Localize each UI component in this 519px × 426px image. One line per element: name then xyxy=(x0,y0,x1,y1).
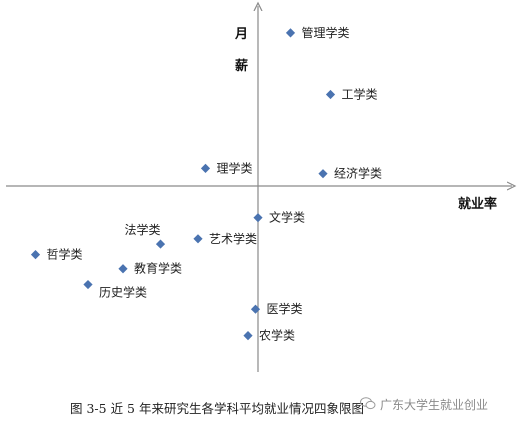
data-label: 理学类 xyxy=(217,160,253,175)
data-label: 工学类 xyxy=(342,86,378,101)
data-label: 哲学类 xyxy=(47,247,83,262)
data-point xyxy=(200,163,211,173)
data-point xyxy=(30,250,41,260)
data-point xyxy=(193,234,203,244)
figure-caption: 图 3-5 近 5 年来研究生各学科平均就业情况四象限图 xyxy=(70,401,364,416)
data-point xyxy=(318,169,328,179)
data-label: 文学类 xyxy=(269,210,305,225)
data-point xyxy=(83,279,93,290)
data-point xyxy=(250,304,261,314)
y-axis-title-char-1: 月 xyxy=(234,27,248,42)
data-point xyxy=(325,89,336,100)
data-point xyxy=(155,239,166,249)
y-axis-title-char-2: 薪 xyxy=(235,58,248,74)
data-label: 农学类 xyxy=(259,328,295,343)
data-label: 医学类 xyxy=(267,301,303,316)
data-label: 历史学类 xyxy=(99,285,147,300)
watermark-text: 广东大学生就业创业 xyxy=(380,398,489,412)
data-point xyxy=(118,264,128,274)
data-point xyxy=(285,28,296,38)
data-point xyxy=(253,213,263,223)
data-point xyxy=(243,331,253,341)
data-label: 管理学类 xyxy=(302,25,350,40)
data-label: 艺术学类 xyxy=(209,231,257,246)
data-label: 法学类 xyxy=(124,222,160,237)
data-label: 教育学类 xyxy=(134,261,182,276)
caption-row: 图 3-5 近 5 年来研究生各学科平均就业情况四象限图 广东大学生就业创业 xyxy=(0,396,519,420)
wechat-icon xyxy=(360,397,376,410)
data-label: 经济学类 xyxy=(334,166,382,181)
x-axis-title: 就业率 xyxy=(458,196,497,212)
